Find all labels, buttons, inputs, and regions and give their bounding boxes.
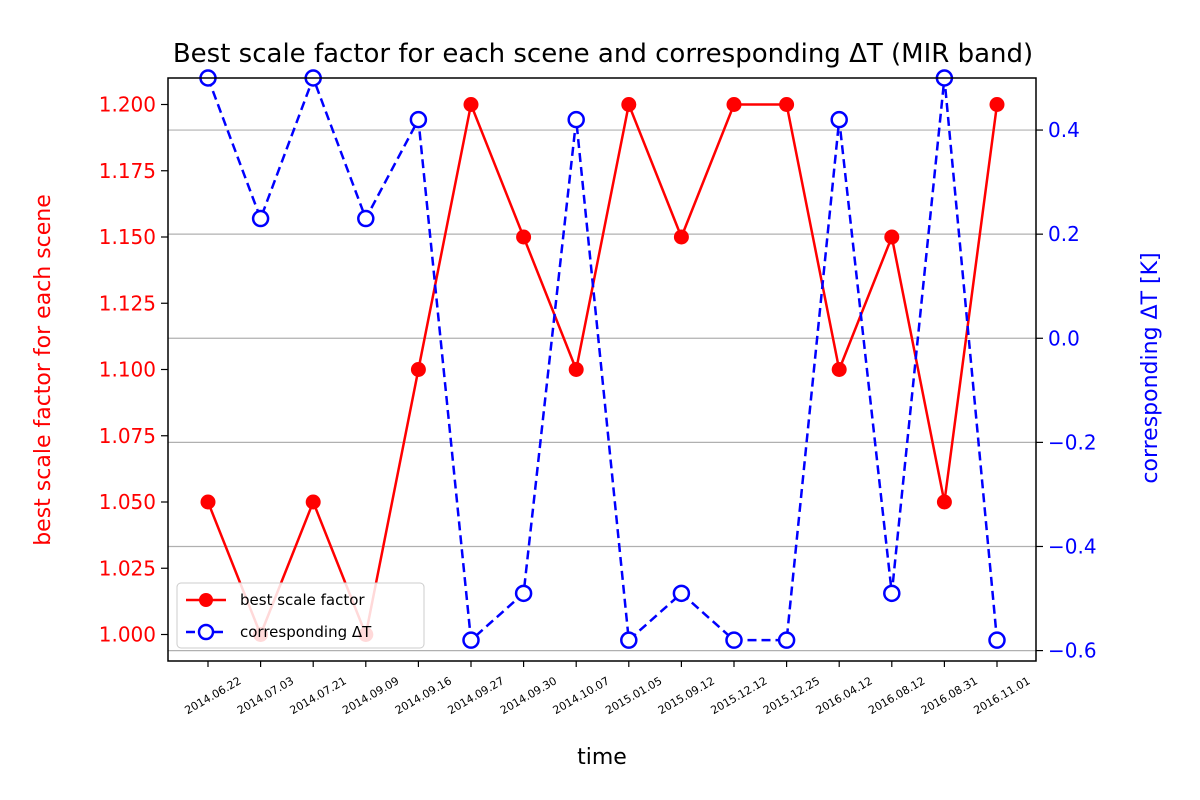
x-tick-label: 2015.01.05 [603, 674, 664, 717]
left-tick-label: 1.050 [99, 490, 156, 514]
data-point-scale-factor [305, 494, 321, 510]
legend: best scale factor corresponding ΔT [176, 582, 425, 649]
left-tick-label: 1.150 [99, 225, 156, 249]
series-line-delta-t [206, 76, 999, 642]
legend-box [176, 582, 425, 649]
right-tick-label: −0.2 [1048, 430, 1097, 454]
left-tick-label: 1.200 [99, 93, 156, 117]
legend-marker-scale [199, 593, 213, 607]
x-tick-label: 2014.09.16 [393, 674, 454, 717]
left-tick-label: 1.075 [99, 424, 156, 448]
legend-marker-deltat [197, 623, 215, 641]
data-point-scale-factor [673, 229, 689, 245]
right-axis: −0.6 −0.4 −0.2 0.0 0.2 0.4 [1036, 118, 1097, 663]
x-tick-label: 2014.07.03 [235, 674, 296, 717]
x-tick-label: 2015.09.12 [656, 674, 717, 717]
left-tick-label: 1.175 [99, 159, 156, 183]
data-point-scale-factor [936, 494, 952, 510]
x-tick-label: 2016.08.31 [919, 674, 980, 717]
x-tick-label: 2014.10.07 [551, 674, 612, 717]
data-point-delta-t [409, 110, 428, 129]
x-tick-label: 2015.12.12 [708, 674, 769, 717]
x-axis-label: time [577, 745, 627, 770]
grid-layer [168, 129, 1036, 652]
right-tick-label: 0.0 [1048, 326, 1080, 350]
data-point-scale-factor [831, 362, 847, 377]
left-axis: 1.000 1.025 1.050 1.075 1.100 1.125 1.150 1.175… [99, 93, 168, 647]
data-point-delta-t [514, 584, 533, 603]
data-point-scale-factor [621, 97, 637, 112]
data-point-delta-t [620, 631, 638, 649]
data-point-scale-factor [779, 97, 795, 112]
data-point-scale-factor [463, 97, 479, 112]
left-tick-label: 1.125 [99, 291, 156, 315]
data-point-delta-t [883, 584, 901, 603]
data-point-delta-t [357, 209, 375, 228]
legend-label-deltat: corresponding ΔT [240, 623, 372, 641]
right-tick-label: 0.2 [1048, 222, 1080, 246]
right-axis-label: corresponding ΔT [K] [1138, 252, 1163, 483]
x-tick-label: 2016.11.01 [971, 674, 1032, 717]
data-point-scale-factor [410, 362, 426, 377]
data-point-delta-t [567, 110, 585, 129]
x-tick-label: 2016.08.12 [866, 674, 927, 717]
series-line-scale-factor [206, 103, 999, 636]
x-tick-label: 2015.12.25 [761, 674, 822, 717]
left-tick-label: 1.100 [99, 358, 156, 382]
left-tick-label: 1.000 [99, 623, 156, 647]
legend-label-scale: best scale factor [240, 591, 365, 609]
data-point-scale-factor [516, 229, 532, 245]
data-point-delta-t [251, 209, 270, 228]
right-tick-label: −0.6 [1048, 639, 1097, 663]
data-point-scale-factor [989, 97, 1005, 112]
data-point-delta-t [462, 631, 480, 649]
x-axis: 2014.06.222014.07.032014.07.212014.09.09… [182, 661, 1033, 717]
data-point-delta-t [777, 631, 796, 649]
data-point-scale-factor [200, 494, 216, 510]
left-tick-label: 1.025 [99, 556, 156, 580]
x-tick-label: 2014.09.30 [498, 674, 559, 717]
data-point-delta-t [725, 631, 743, 649]
series-layer [199, 69, 1006, 649]
x-tick-label: 2014.09.09 [340, 674, 401, 717]
data-point-scale-factor [884, 229, 900, 245]
chart-title: Best scale factor for each scene and cor… [173, 39, 1033, 69]
x-tick-label: 2016.04.12 [814, 674, 875, 717]
data-point-delta-t [830, 110, 848, 129]
x-tick-label: 2014.07.21 [288, 674, 349, 717]
data-point-scale-factor [726, 97, 742, 112]
x-tick-label: 2014.06.22 [182, 674, 243, 717]
data-point-delta-t [672, 584, 691, 603]
data-point-delta-t [988, 631, 1006, 649]
data-point-scale-factor [568, 362, 584, 377]
right-tick-label: 0.4 [1048, 118, 1080, 142]
left-axis-label: best scale factor for each scene [31, 194, 56, 546]
x-tick-label: 2014.09.27 [445, 674, 506, 717]
right-tick-label: −0.4 [1048, 534, 1097, 558]
